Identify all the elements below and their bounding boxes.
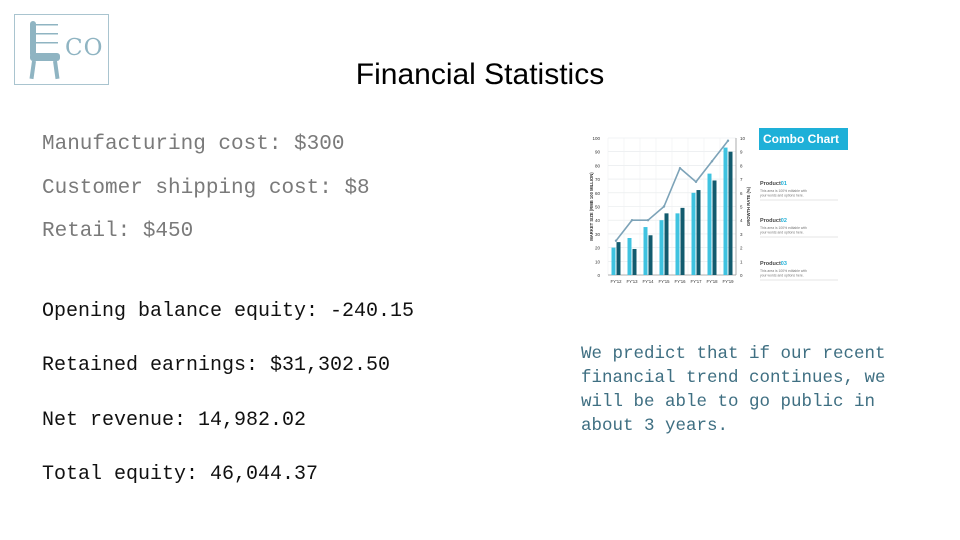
- y-tick-label: 100: [592, 136, 600, 141]
- bar-product-01: [675, 213, 680, 275]
- opening-balance-equity: Opening balance equity: -240.15: [42, 300, 415, 323]
- legend-label: Product02: [760, 218, 787, 224]
- legend-label: Product03: [760, 261, 787, 267]
- bar-product-02: [728, 151, 733, 275]
- x-tick-label: FY'19: [722, 279, 734, 284]
- page-title: Financial Statistics: [355, 58, 605, 91]
- line-point-product-03: [694, 180, 698, 184]
- legend-description: your words and options here.: [760, 194, 804, 198]
- line-point-product-03: [646, 219, 650, 222]
- line-product-03: [615, 140, 729, 242]
- logo-text: CO: [65, 35, 104, 61]
- x-tick-label: FY'12: [610, 279, 622, 284]
- line-point-product-03: [726, 139, 730, 142]
- x-tick-label: FY'17: [690, 279, 702, 284]
- bar-product-02: [712, 180, 717, 275]
- legend-description: This area is 100% editable with: [760, 189, 807, 193]
- y2-tick-label: 5: [740, 205, 743, 210]
- y-tick-label: 80: [595, 163, 601, 168]
- bar-product-02: [680, 207, 685, 275]
- x-tick-label: FY'14: [642, 279, 654, 284]
- bar-product-01: [643, 227, 648, 275]
- bar-product-02: [616, 242, 621, 275]
- chart-title-box: [759, 128, 848, 150]
- y-tick-label: 70: [595, 177, 601, 182]
- bar-product-02: [664, 213, 669, 275]
- y2-tick-label: 9: [740, 150, 743, 155]
- y2-tick-label: 6: [740, 191, 743, 196]
- legend-description: This area is 100% editable with: [760, 269, 807, 273]
- x-tick-label: FY'18: [706, 279, 718, 284]
- line-point-product-03: [678, 166, 682, 170]
- total-equity: Total equity: 46,044.37: [42, 463, 319, 486]
- bar-product-02: [632, 248, 637, 275]
- retained-earnings: Retained earnings: $31,302.50: [42, 354, 391, 377]
- y2-tick-label: 3: [740, 232, 743, 237]
- prediction-text: We predict that if our recent financial …: [581, 344, 886, 436]
- chart-title: Combo Chart: [763, 132, 839, 146]
- y2-tick-label: 4: [740, 218, 743, 223]
- x-tick-label: FY'15: [658, 279, 670, 284]
- manufacturing-cost: Manufacturing cost: $300: [42, 133, 345, 156]
- y2-tick-label: 2: [740, 246, 743, 251]
- y-tick-label: 90: [595, 150, 601, 155]
- line-point-product-03: [630, 219, 634, 222]
- x-tick-label: FY'13: [626, 279, 638, 284]
- line-point-product-03: [614, 239, 618, 242]
- bar-product-02: [696, 190, 701, 275]
- y-tick-label: 20: [595, 246, 601, 251]
- x-tick-label: FY'16: [674, 279, 686, 284]
- legend-description: your words and options here.: [760, 231, 804, 235]
- y2-tick-label: 0: [740, 273, 743, 278]
- y2-tick-label: 10: [740, 136, 746, 141]
- y-axis-label: MARKET SIZE (RMB 100 MILLION): [589, 172, 594, 241]
- y2-tick-label: 7: [740, 177, 743, 182]
- y-tick-label: 40: [595, 218, 601, 223]
- shipping-cost: Customer shipping cost: $8: [42, 177, 370, 200]
- retail-price: Retail: $450: [42, 220, 194, 243]
- line-point-product-03: [662, 205, 666, 208]
- bar-product-01: [707, 173, 712, 275]
- bar-product-01: [723, 147, 728, 275]
- bar-product-01: [611, 247, 616, 275]
- bar-product-01: [627, 238, 632, 275]
- y2-tick-label: 1: [740, 259, 743, 264]
- bar-product-02: [648, 235, 653, 275]
- net-revenue: Net revenue: 14,982.02: [42, 409, 307, 432]
- y-tick-label: 30: [595, 232, 601, 237]
- combo-chart: 1009080706050403020100109876543210MARKET…: [589, 128, 848, 284]
- bar-product-01: [691, 192, 696, 275]
- legend-description: This area is 100% editable with: [760, 226, 807, 230]
- bar-product-01: [659, 220, 664, 275]
- y-tick-label: 50: [595, 205, 601, 210]
- y2-axis-label: GROWTH RATE (%): [746, 186, 751, 226]
- y-tick-label: 60: [595, 191, 601, 196]
- legend-description: your words and options here.: [760, 274, 804, 278]
- chair-icon: [29, 21, 60, 80]
- y-tick-label: 10: [595, 259, 601, 264]
- y-tick-label: 0: [597, 273, 600, 278]
- line-point-product-03: [710, 160, 714, 163]
- company-logo: CO: [14, 14, 109, 85]
- y2-tick-label: 8: [740, 163, 743, 168]
- legend-label: Product01: [760, 181, 787, 187]
